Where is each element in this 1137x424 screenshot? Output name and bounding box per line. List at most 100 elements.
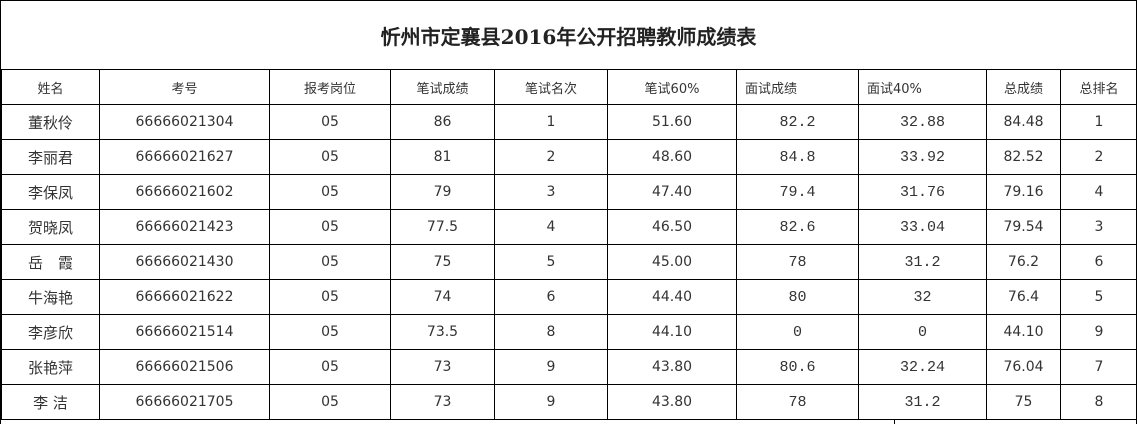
cell-exam-id: 66666021430 [99, 244, 270, 280]
cell-interview-score: 84.8 [736, 139, 859, 175]
cell-name: 牛海艳 [1, 279, 100, 315]
cell-written-score: 73 [390, 349, 495, 385]
cell-written-rank: 2 [494, 139, 608, 175]
header-name: 姓名 [1, 69, 100, 105]
cell-interview-40pct: 31.76 [858, 174, 987, 210]
cell-written-60pct: 43.80 [607, 384, 737, 420]
cell-total-rank: 9 [1060, 314, 1137, 350]
cell-written-60pct: 51.60 [607, 104, 737, 140]
cell-name: 张艳萍 [1, 349, 100, 385]
cell-interview-40pct: 31.2 [858, 244, 987, 280]
cell-written-rank: 4 [494, 209, 608, 245]
table-row: 岳 霞 66666021430 05 75 5 45.00 78 31.2 76.2 6 [1, 244, 1137, 280]
cell-position: 05 [269, 314, 391, 350]
cell-written-rank: 6 [494, 279, 608, 315]
cell-interview-score: 82.6 [736, 209, 859, 245]
cell-total-rank: 3 [1060, 209, 1137, 245]
cell-written-score: 73 [390, 384, 495, 420]
cell-interview-score: 80 [736, 279, 859, 315]
cell-position: 05 [269, 139, 391, 175]
cell-position: 05 [269, 384, 391, 420]
cell-name: 李丽君 [1, 139, 100, 175]
cell-written-rank: 1 [494, 104, 608, 140]
cell-interview-40pct: 33.92 [858, 139, 987, 175]
cell-name: 李 洁 [1, 384, 100, 420]
table-row: 董秋伶 66666021304 05 86 1 51.60 82.2 32.88 84.48 1 [1, 104, 1137, 140]
cell-written-60pct: 48.60 [607, 139, 737, 175]
cell-exam-id: 66666021602 [99, 174, 270, 210]
score-table: 姓名 考号 报考岗位 笔试成绩 笔试名次 笔试60% 面试成绩 面试40% 总成绩 总排名 董秋伶 6… [1, 69, 1137, 420]
cell-interview-score: 82.2 [736, 104, 859, 140]
cell-total-score: 75 [986, 384, 1061, 420]
sheet-title: 忻州市定襄县2016年公开招聘教师成绩表 [1, 0, 1136, 70]
header-written-rank: 笔试名次 [494, 69, 608, 105]
cell-exam-id: 66666021506 [99, 349, 270, 385]
header-total-rank: 总排名 [1060, 69, 1137, 105]
cell-interview-score: 78 [736, 384, 859, 420]
cell-written-score: 75 [390, 244, 495, 280]
cell-total-rank: 4 [1060, 174, 1137, 210]
table-row: 李 洁 66666021705 05 73 9 43.80 78 31.2 75 8 [1, 384, 1137, 420]
cell-interview-40pct: 32.24 [858, 349, 987, 385]
cell-total-rank: 5 [1060, 279, 1137, 315]
cell-written-rank: 8 [494, 314, 608, 350]
cell-exam-id: 66666021627 [99, 139, 270, 175]
header-exam-id: 考号 [99, 69, 270, 105]
table-row: 牛海艳 66666021622 05 74 6 44.40 80 32 76.4 5 [1, 279, 1137, 315]
cell-position: 05 [269, 279, 391, 315]
cell-written-score: 74 [390, 279, 495, 315]
cell-interview-40pct: 0 [858, 314, 987, 350]
table-row: 李丽君 66666021627 05 81 2 48.60 84.8 33.92 82.52 2 [1, 139, 1137, 175]
cell-written-60pct: 44.40 [607, 279, 737, 315]
table-row: 张艳萍 66666021506 05 73 9 43.80 80.6 32.24 76.04 7 [1, 349, 1137, 385]
cell-interview-score: 78 [736, 244, 859, 280]
cell-written-rank: 9 [494, 384, 608, 420]
cell-exam-id: 66666021705 [99, 384, 270, 420]
cell-interview-40pct: 32 [858, 279, 987, 315]
cell-position: 05 [269, 104, 391, 140]
cell-total-score: 82.52 [986, 139, 1061, 175]
cell-written-60pct: 44.10 [607, 314, 737, 350]
cell-total-score: 79.54 [986, 209, 1061, 245]
cell-exam-id: 66666021423 [99, 209, 270, 245]
cell-interview-score: 79.4 [736, 174, 859, 210]
cell-written-60pct: 46.50 [607, 209, 737, 245]
cell-position: 05 [269, 349, 391, 385]
cell-position: 05 [269, 244, 391, 280]
cell-name: 李彦欣 [1, 314, 100, 350]
cell-total-rank: 2 [1060, 139, 1137, 175]
cell-position: 05 [269, 209, 391, 245]
header-row: 姓名 考号 报考岗位 笔试成绩 笔试名次 笔试60% 面试成绩 面试40% 总成绩 总排名 [1, 69, 1137, 105]
cell-total-score: 76.04 [986, 349, 1061, 385]
cell-interview-40pct: 32.88 [858, 104, 987, 140]
cell-exam-id: 66666021514 [99, 314, 270, 350]
cell-total-score: 84.48 [986, 104, 1061, 140]
cell-total-rank: 1 [1060, 104, 1137, 140]
cell-written-60pct: 45.00 [607, 244, 737, 280]
cell-interview-score: 0 [736, 314, 859, 350]
cell-name: 岳 霞 [1, 244, 100, 280]
table-row: 李保凤 66666021602 05 79 3 47.40 79.4 31.76 79.16 4 [1, 174, 1137, 210]
next-row-fragment [1, 419, 1137, 424]
cell-name: 贺晓凤 [1, 209, 100, 245]
cell-total-score: 44.10 [986, 314, 1061, 350]
cell-total-score: 76.2 [986, 244, 1061, 280]
cell-total-score: 79.16 [986, 174, 1061, 210]
table-row: 贺晓凤 66666021423 05 77.5 4 46.50 82.6 33.04 79.54… [1, 209, 1137, 245]
cell-written-rank: 3 [494, 174, 608, 210]
cell-interview-40pct: 33.04 [858, 209, 987, 245]
cell-exam-id: 66666021304 [99, 104, 270, 140]
cell-written-score: 86 [390, 104, 495, 140]
header-written-score: 笔试成绩 [390, 69, 495, 105]
cell-name: 董秋伶 [1, 104, 100, 140]
cell-total-score: 76.4 [986, 279, 1061, 315]
cell-name: 李保凤 [1, 174, 100, 210]
cell-written-score: 73.5 [390, 314, 495, 350]
cell-exam-id: 66666021622 [99, 279, 270, 315]
cell-written-rank: 9 [494, 349, 608, 385]
cell-written-score: 79 [390, 174, 495, 210]
cell-total-rank: 7 [1060, 349, 1137, 385]
cell-position: 05 [269, 174, 391, 210]
cell-written-score: 81 [390, 139, 495, 175]
